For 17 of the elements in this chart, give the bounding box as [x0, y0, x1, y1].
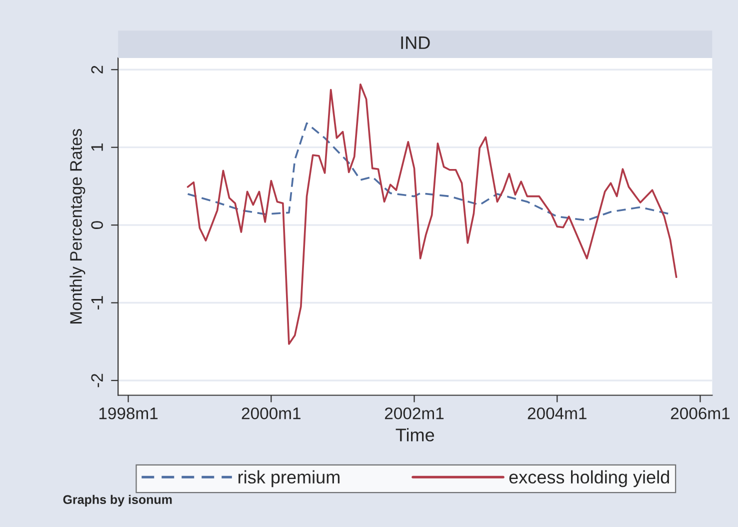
text: Graphs by isonum — [63, 494, 172, 506]
y-tick-label: 0 — [91, 221, 103, 230]
y-tick-label: -1 — [91, 296, 103, 310]
x-tick-label: 2006m1 — [670, 407, 730, 420]
line-series — [186, 83, 678, 345]
y-tick-label: 1 — [91, 144, 103, 151]
chart-title: IND — [401, 36, 430, 49]
y-tick-label: 2 — [91, 66, 103, 74]
x-tick-label: 2000m1 — [242, 407, 300, 420]
legend-label: risk premium — [238, 470, 340, 488]
x-tick-label: 1998m1 — [99, 407, 158, 420]
y-tick-label: -2 — [91, 374, 103, 388]
x-axis-title: Time — [396, 428, 434, 442]
legend-label: excess holding yield — [509, 470, 670, 488]
y-axis-title: Monthly Percentage Rates — [70, 129, 86, 324]
x-tick-label: 2002m1 — [384, 407, 444, 420]
x-tick-label: 2004m1 — [528, 407, 586, 420]
